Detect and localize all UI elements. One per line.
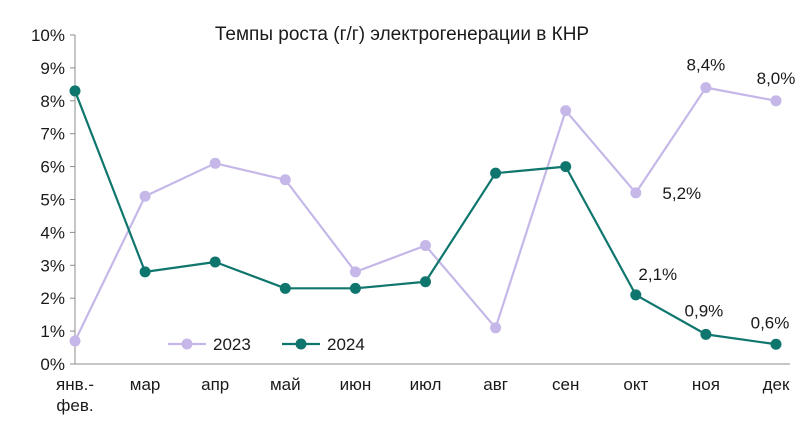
data-point <box>209 256 221 268</box>
data-label: 2,1% <box>638 265 677 284</box>
chart-title: Темпы роста (г/г) электрогенерации в КНР <box>215 24 589 45</box>
data-point <box>700 82 712 94</box>
data-point <box>349 282 361 294</box>
data-point <box>490 167 502 179</box>
data-point <box>700 328 712 340</box>
legend: 2023 2024 <box>168 335 365 354</box>
data-point <box>560 161 572 173</box>
x-tick-label: окт <box>623 375 648 394</box>
y-tick-label: 4% <box>40 223 65 242</box>
data-point <box>630 289 642 301</box>
y-tick-label: 1% <box>40 322 65 341</box>
series-line <box>74 86 777 342</box>
y-tick-label: 5% <box>40 191 65 210</box>
data-label: 8,4% <box>687 56 726 75</box>
data-point <box>420 276 431 288</box>
data-point <box>69 335 81 347</box>
legend-swatch-marker <box>295 338 307 350</box>
x-tick-label: июн <box>340 375 372 394</box>
y-tick-label: 3% <box>40 256 65 275</box>
data-point <box>349 266 361 278</box>
legend-label: 2023 <box>213 335 251 354</box>
legend-item: 2023 <box>168 335 251 354</box>
data-point <box>139 190 151 202</box>
data-label: 0,9% <box>685 301 724 320</box>
data-point <box>420 240 431 252</box>
y-tick-label: 8% <box>40 92 65 111</box>
data-point <box>770 95 782 107</box>
y-tick-label: 9% <box>40 59 65 78</box>
series-layer <box>69 82 782 350</box>
data-labels: 5,2% 8,4% 8,0% 2,1% 0,9% 0,6% <box>638 56 795 333</box>
x-tick-label: янв.-фев. <box>56 375 94 415</box>
series-line <box>73 90 777 346</box>
data-label: 5,2% <box>662 184 701 203</box>
data-point <box>630 187 642 199</box>
y-tick-label: 0% <box>40 355 65 374</box>
x-tick-label: июл <box>410 375 442 394</box>
x-tick-label: сен <box>552 375 579 394</box>
data-label: 8,0% <box>757 69 796 88</box>
x-tick-label: авг <box>483 375 508 394</box>
data-point <box>209 157 221 169</box>
legend-item: 2024 <box>282 335 365 354</box>
y-tick-label: 2% <box>40 289 65 308</box>
legend-label: 2024 <box>327 335 365 354</box>
data-point <box>279 174 291 186</box>
x-tick-label: май <box>270 375 301 394</box>
x-tick-label: апр <box>201 375 229 394</box>
data-point <box>560 105 572 117</box>
data-point <box>69 85 81 97</box>
series-2023 <box>69 82 782 347</box>
data-point <box>139 266 151 278</box>
x-tick-label: дек <box>763 375 790 394</box>
data-point <box>490 322 502 334</box>
series-2024 <box>69 85 782 350</box>
legend-swatch-marker <box>181 338 193 350</box>
y-tick-label: 6% <box>40 158 65 177</box>
x-tick-label: ноя <box>692 375 720 394</box>
data-point <box>279 282 291 294</box>
y-tick-label: 7% <box>40 125 65 144</box>
axes: 0% 1% 2% 3% 4% 5% 6% 7% 8% 9% 10% янв.-фев. мар апр ма… <box>31 26 790 415</box>
data-point <box>770 338 782 350</box>
data-label: 0,6% <box>751 313 790 332</box>
x-tick-label: мар <box>130 375 161 394</box>
y-tick-label: 10% <box>31 26 65 45</box>
